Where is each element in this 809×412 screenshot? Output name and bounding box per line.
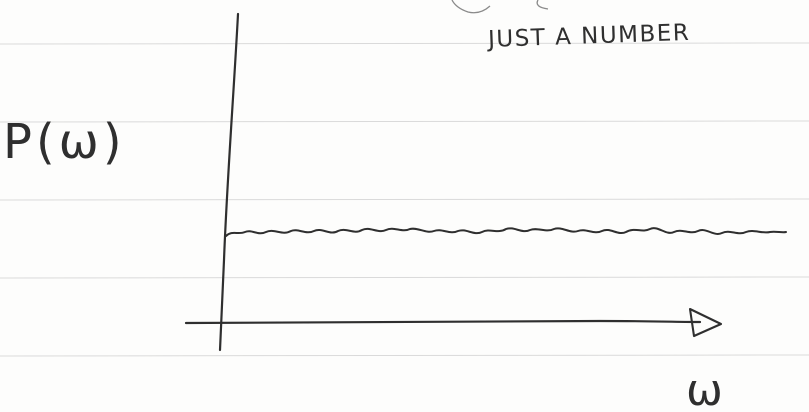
x-axis-label: ω [686, 365, 723, 412]
top-scribble [451, 0, 549, 14]
rule-line [0, 354, 809, 357]
rule-line [0, 120, 809, 123]
rule-line [0, 198, 809, 201]
right-triangle-arrow-icon [688, 307, 723, 338]
ruled-lines [0, 42, 809, 357]
x-axis-line [184, 319, 702, 325]
y-axis-line [218, 12, 240, 352]
flat-power-spectrum-curve [225, 227, 787, 237]
rule-line [0, 276, 809, 279]
rule-line [0, 42, 809, 45]
y-axis-label: P(ω) [3, 114, 126, 170]
annotation-just-a-number: JUST A NUMBER [486, 20, 691, 53]
